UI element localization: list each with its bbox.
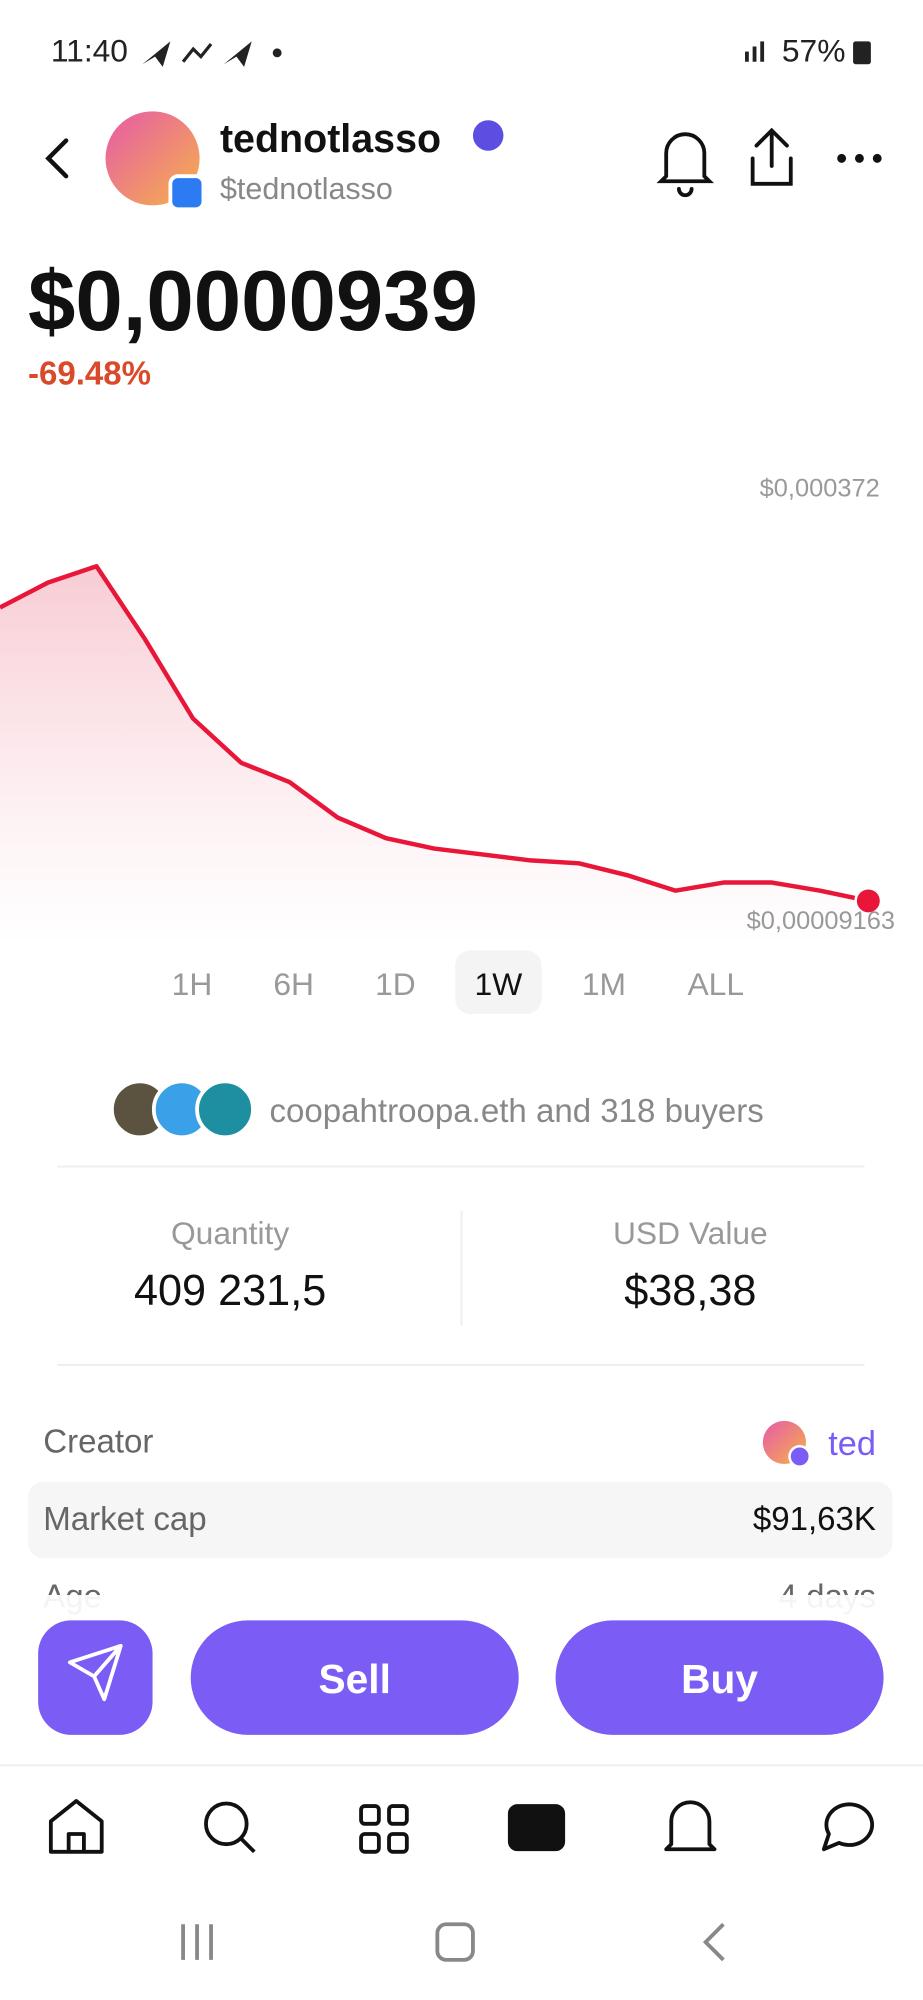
nav-notifications[interactable] — [664, 1800, 717, 1852]
holders-text[interactable]: coopahtroopa.eth and 318 buyers — [270, 1093, 764, 1130]
range-option[interactable]: 6H — [273, 966, 314, 1002]
stat-value: $38,38 — [624, 1267, 756, 1315]
nav-wallet[interactable] — [507, 1804, 566, 1852]
stat-label: USD Value — [613, 1215, 768, 1251]
area — [0, 566, 869, 945]
price: $0,0000939 — [28, 254, 478, 349]
nav-home[interactable] — [48, 1799, 104, 1854]
send-icon — [68, 1643, 123, 1702]
header-actions — [656, 127, 793, 198]
notification-button[interactable] — [656, 132, 715, 198]
range-option[interactable]: 1M — [582, 966, 626, 1002]
badge — [168, 174, 206, 212]
creator-link[interactable]: ted — [828, 1425, 876, 1463]
status-icons — [142, 41, 871, 67]
price-change: -69.48% — [28, 356, 151, 393]
max-label: $0,000372 — [760, 475, 880, 503]
detail-label: Creator — [43, 1424, 153, 1461]
row-background — [27, 1481, 893, 1559]
range-option[interactable]: 1W — [475, 966, 523, 1002]
sell-label: Sell — [319, 1656, 391, 1702]
price-line — [0, 563, 869, 904]
stat-label: Quantity — [171, 1215, 289, 1251]
price-chart — [0, 563, 883, 945]
profile-handle: $tednotlasso — [220, 172, 393, 206]
profile-name: tednotlasso — [220, 117, 441, 161]
bottom-nav — [48, 1799, 875, 1854]
status-time: 11:40 — [51, 33, 128, 69]
sell-button[interactable] — [190, 1620, 519, 1735]
range-option[interactable]: 1D — [375, 966, 416, 1002]
nav-messages[interactable] — [821, 1802, 875, 1852]
range-selector: 1H 6H 1D 1W 1M ALL — [172, 950, 744, 1014]
more-button[interactable] — [837, 153, 882, 163]
stat-value: 409 231,5 — [134, 1267, 326, 1315]
current-point — [854, 886, 883, 915]
buy-button[interactable] — [555, 1620, 884, 1735]
detail-label: Market cap — [43, 1501, 206, 1538]
verified-orb — [472, 120, 504, 151]
range-option[interactable]: 1H — [172, 966, 213, 1002]
range-option[interactable]: ALL — [688, 966, 745, 1002]
battery-level: 57% — [782, 33, 846, 69]
buy-label: Buy — [681, 1656, 758, 1702]
back-button[interactable] — [45, 138, 69, 179]
detail-value: $91,63K — [753, 1501, 876, 1538]
nav-apps[interactable] — [359, 1804, 409, 1854]
holder-avatars — [109, 1079, 255, 1140]
share-button[interactable] — [750, 127, 793, 186]
system-nav — [181, 1922, 725, 1962]
min-label: $0,00009163 — [747, 907, 895, 935]
nav-search[interactable] — [204, 1801, 256, 1854]
verified-badge — [788, 1444, 812, 1468]
range-selected — [455, 950, 542, 1014]
